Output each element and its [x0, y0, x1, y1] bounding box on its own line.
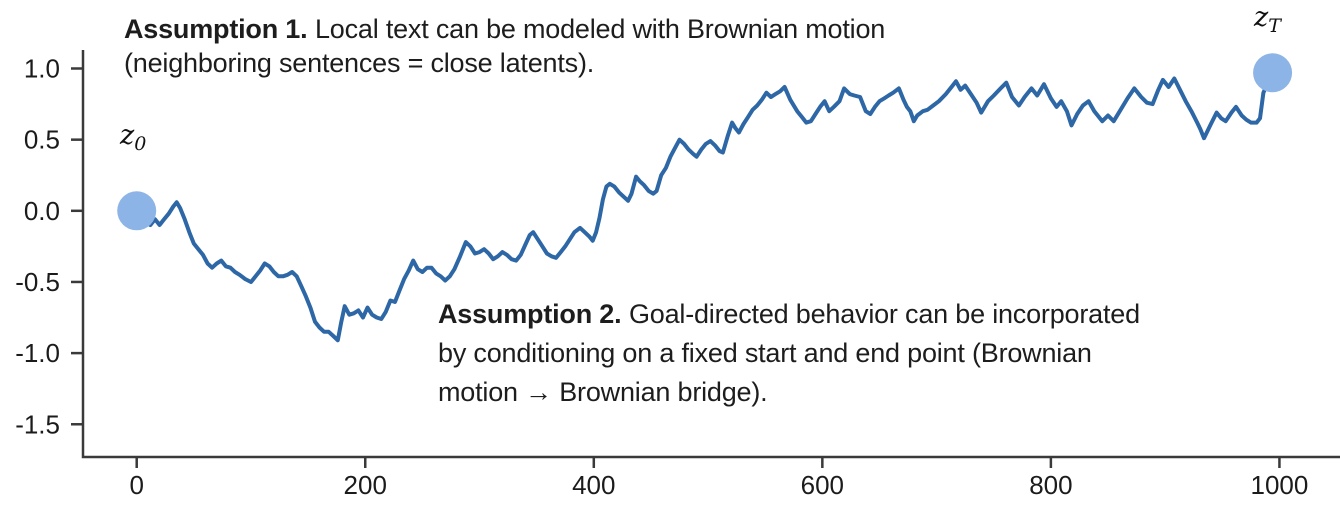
y-axis-tick-label: -1.5: [15, 409, 60, 439]
x-axis-tick-label: 600: [801, 470, 844, 500]
assumption-2-line-3: motion → Brownian bridge).: [438, 377, 768, 407]
x-axis-tick-label: 1000: [1251, 470, 1309, 500]
assumption-1-annotation: Assumption 1. Local text can be modeled w…: [124, 12, 885, 80]
assumption-2-title: Assumption 2.: [438, 299, 622, 329]
z0-endpoint-marker: [117, 191, 157, 231]
y-axis-tick-label: 1.0: [24, 54, 60, 84]
brownian-bridge-line: [134, 70, 1275, 343]
assumption-1-line-1: Local text can be modeled with Brownian …: [314, 14, 886, 44]
zT-label: zT: [1254, 2, 1281, 36]
assumption-2-line-1: Goal-directed behavior can be incorporat…: [628, 299, 1140, 329]
x-axis-tick-label: 400: [572, 470, 615, 500]
zT-endpoint-marker: [1253, 53, 1293, 93]
y-axis-tick-label: 0.5: [24, 125, 60, 155]
assumption-1-line-2: (neighboring sentences = close latents).: [124, 48, 595, 78]
zT-label-subscript: T: [1268, 15, 1281, 37]
z0-label: z0: [120, 120, 146, 154]
z0-label-base: z: [120, 120, 135, 151]
x-axis-tick-label: 800: [1029, 470, 1072, 500]
zT-label-base: z: [1254, 2, 1269, 33]
axis-spines: [81, 50, 1340, 459]
x-axis-tick-label: 200: [344, 470, 387, 500]
assumption-2-annotation: Assumption 2. Goal-directed behavior can …: [438, 295, 1140, 412]
assumption-1-title: Assumption 1.: [124, 14, 308, 44]
y-axis-tick-label: -1.0: [15, 338, 60, 368]
assumption-2-line-2: by conditioning on a fixed start and end…: [438, 338, 1092, 368]
z0-label-subscript: 0: [134, 133, 147, 155]
x-axis-tick-label: 0: [129, 470, 143, 500]
y-axis-tick-label: 0.0: [24, 196, 60, 226]
y-axis-tick-label: -0.5: [15, 267, 60, 297]
